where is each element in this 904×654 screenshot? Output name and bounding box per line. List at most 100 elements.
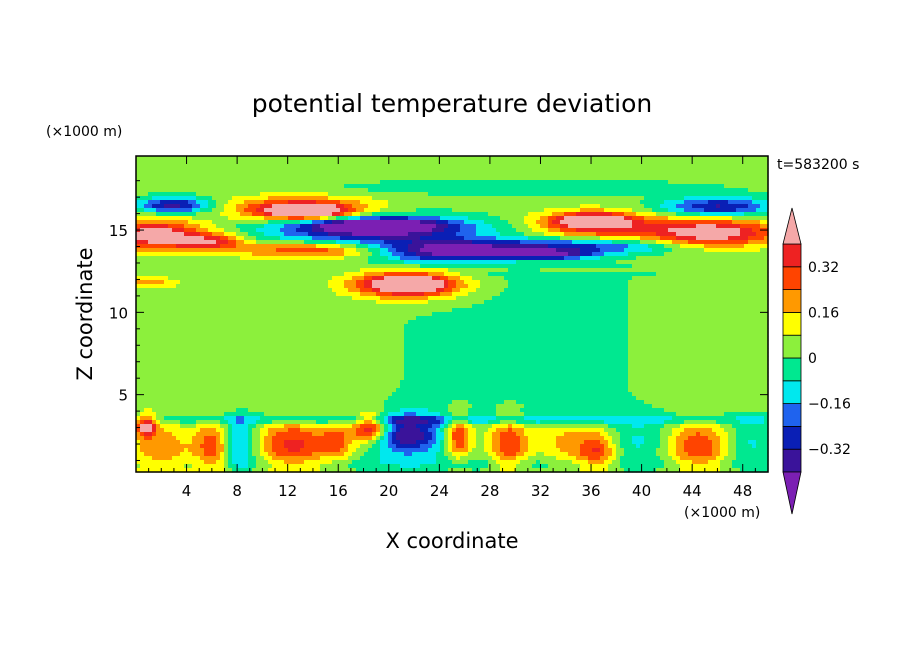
heatmap-cell	[520, 204, 525, 209]
heatmap-cell	[720, 184, 725, 189]
heatmap-cell	[332, 244, 337, 249]
heatmap-cell	[556, 228, 561, 233]
heatmap-cell	[296, 240, 301, 245]
heatmap-cell	[428, 212, 433, 217]
heatmap-cell	[152, 204, 157, 209]
heatmap-cell	[300, 156, 305, 161]
heatmap-cell	[736, 236, 741, 241]
heatmap-cell	[312, 196, 317, 201]
heatmap-cell	[460, 232, 465, 237]
heatmap-cell	[628, 236, 633, 241]
heatmap-cell	[352, 240, 357, 245]
heatmap-cell	[280, 168, 285, 173]
heatmap-cell	[464, 216, 469, 221]
heatmap-cell	[168, 188, 173, 193]
heatmap-cell	[192, 216, 197, 221]
heatmap-cell	[476, 184, 481, 189]
heatmap-cell	[140, 196, 145, 201]
heatmap-cell	[480, 228, 485, 233]
heatmap-cell	[320, 164, 325, 169]
heatmap-cell	[744, 196, 749, 201]
heatmap-cell	[488, 260, 493, 265]
heatmap-cell	[172, 236, 177, 241]
heatmap-cell	[744, 244, 749, 249]
heatmap-cell	[396, 264, 401, 269]
heatmap-cell	[504, 172, 509, 177]
heatmap-cell	[752, 244, 757, 249]
heatmap-cell	[308, 180, 313, 185]
heatmap-cell	[228, 256, 233, 261]
heatmap-cell	[716, 248, 721, 253]
heatmap-cell	[516, 216, 521, 221]
heatmap-cell	[240, 196, 245, 201]
heatmap-cell	[488, 272, 493, 277]
heatmap-cell	[328, 168, 333, 173]
heatmap-cell	[152, 196, 157, 201]
heatmap-cell	[732, 168, 737, 173]
heatmap-cell	[568, 252, 573, 257]
heatmap-cell	[172, 208, 177, 213]
heatmap-cell	[584, 252, 589, 257]
heatmap-cell	[324, 236, 329, 241]
heatmap-cell	[152, 268, 157, 273]
heatmap-cell	[452, 208, 457, 213]
heatmap-cell	[604, 244, 609, 249]
heatmap-cell	[300, 160, 305, 165]
heatmap-cell	[416, 172, 421, 177]
heatmap-cell	[496, 276, 501, 281]
heatmap-cell	[216, 172, 221, 177]
heatmap-cell	[452, 160, 457, 165]
heatmap-cell	[480, 264, 485, 269]
heatmap-cell	[368, 196, 373, 201]
heatmap-cell	[288, 208, 293, 213]
heatmap-cell	[544, 240, 549, 245]
heatmap-cell	[356, 164, 361, 169]
heatmap-cell	[496, 220, 501, 225]
heatmap-cell	[648, 176, 653, 181]
heatmap-cell	[324, 252, 329, 257]
heatmap-cell	[288, 172, 293, 177]
heatmap-cell	[688, 160, 693, 165]
heatmap-cell	[528, 276, 533, 281]
heatmap-cell	[140, 276, 145, 281]
heatmap-cell	[704, 200, 709, 205]
heatmap-cell	[356, 204, 361, 209]
heatmap-cell	[280, 276, 285, 281]
heatmap-cell	[544, 248, 549, 253]
heatmap-cell	[568, 228, 573, 233]
heatmap-cell	[360, 188, 365, 193]
heatmap-cell	[456, 196, 461, 201]
heatmap-cell	[708, 184, 713, 189]
heatmap-cell	[688, 252, 693, 257]
heatmap-cell	[200, 252, 205, 257]
heatmap-cell	[552, 256, 557, 261]
heatmap-cell	[148, 252, 153, 257]
heatmap-cell	[164, 160, 169, 165]
heatmap-cell	[740, 212, 745, 217]
heatmap-cell	[244, 256, 249, 261]
heatmap-cell	[540, 272, 545, 277]
heatmap-cell	[608, 232, 613, 237]
heatmap-cell	[248, 272, 253, 277]
heatmap-cell	[444, 264, 449, 269]
heatmap-cell	[532, 236, 537, 241]
heatmap-cell	[736, 204, 741, 209]
heatmap-cell	[520, 216, 525, 221]
heatmap-cell	[320, 232, 325, 237]
heatmap-cell	[732, 264, 737, 269]
heatmap-cell	[444, 160, 449, 165]
heatmap-cell	[568, 168, 573, 173]
heatmap-cell	[544, 192, 549, 197]
heatmap-cell	[180, 192, 185, 197]
heatmap-cell	[616, 200, 621, 205]
heatmap-cell	[396, 224, 401, 229]
heatmap-cell	[168, 220, 173, 225]
heatmap-cell	[280, 268, 285, 273]
heatmap-cell	[512, 196, 517, 201]
heatmap-cell	[696, 260, 701, 265]
heatmap-cell	[432, 184, 437, 189]
heatmap-cell	[224, 236, 229, 241]
heatmap-cell	[752, 180, 757, 185]
heatmap-cell	[484, 272, 489, 277]
heatmap-cell	[368, 236, 373, 241]
